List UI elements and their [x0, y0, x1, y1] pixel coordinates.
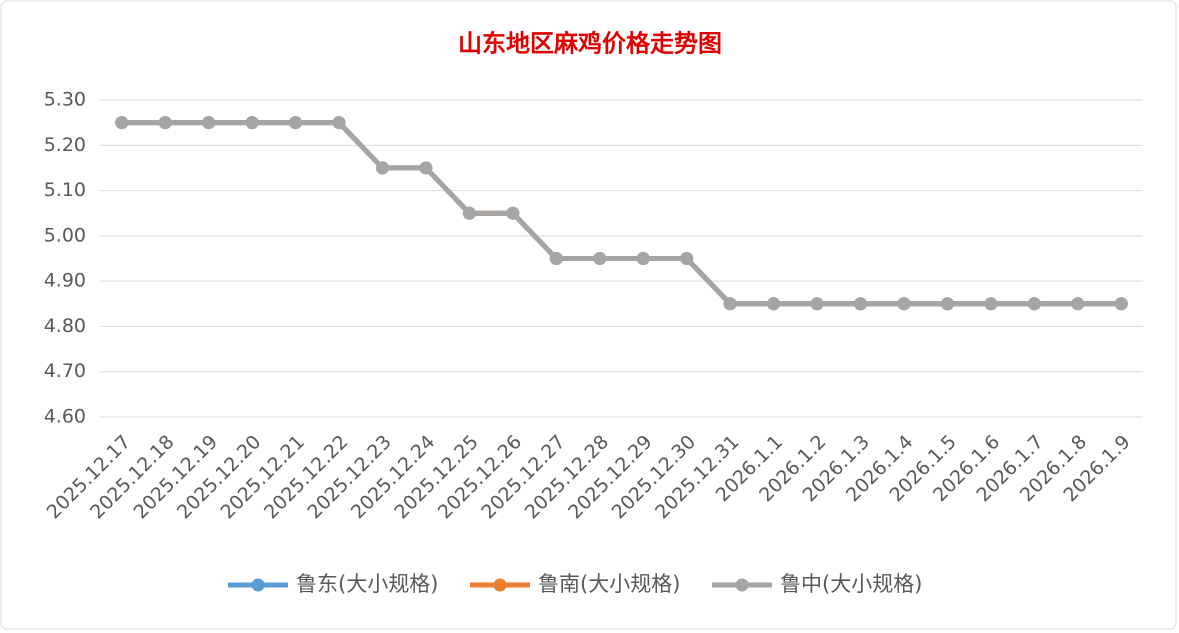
point: [462, 206, 476, 220]
point: [854, 297, 868, 311]
y-tick-label: 5.30: [44, 89, 86, 111]
point: [1027, 297, 1041, 311]
y-tick-label: 5.00: [44, 224, 86, 246]
point: [289, 116, 303, 130]
point: [636, 252, 650, 265]
legend-marker: [493, 578, 507, 592]
y-tick-label: 5.20: [44, 134, 86, 156]
y-tick-label: 4.60: [44, 406, 86, 428]
point: [680, 252, 694, 265]
point: [549, 252, 563, 265]
point: [332, 116, 346, 130]
point: [419, 161, 433, 175]
point: [767, 297, 781, 311]
point: [158, 116, 172, 130]
legend-label: 鲁南(大小规格): [538, 572, 680, 596]
series-line: [121, 120, 1122, 307]
point: [810, 297, 824, 311]
legend-marker: [251, 578, 265, 592]
point: [984, 297, 998, 311]
point: [1114, 297, 1128, 311]
point: [506, 206, 520, 220]
point: [940, 297, 954, 311]
point: [897, 297, 911, 311]
legend-label: 鲁中(大小规格): [780, 572, 922, 596]
chart-title: 山东地区麻鸡价格走势图: [458, 29, 722, 58]
y-tick-label: 4.80: [44, 315, 86, 337]
point: [245, 116, 259, 130]
y-tick-label: 4.70: [44, 360, 86, 382]
point: [723, 297, 737, 311]
point: [375, 161, 389, 175]
y-tick-label: 5.10: [44, 179, 86, 201]
point: [1071, 297, 1085, 311]
legend-label: 鲁东(大小规格): [296, 572, 438, 596]
point: [202, 116, 216, 130]
y-tick-label: 4.90: [44, 270, 86, 292]
point: [593, 252, 607, 265]
legend-marker: [735, 578, 749, 592]
point: [115, 116, 129, 130]
